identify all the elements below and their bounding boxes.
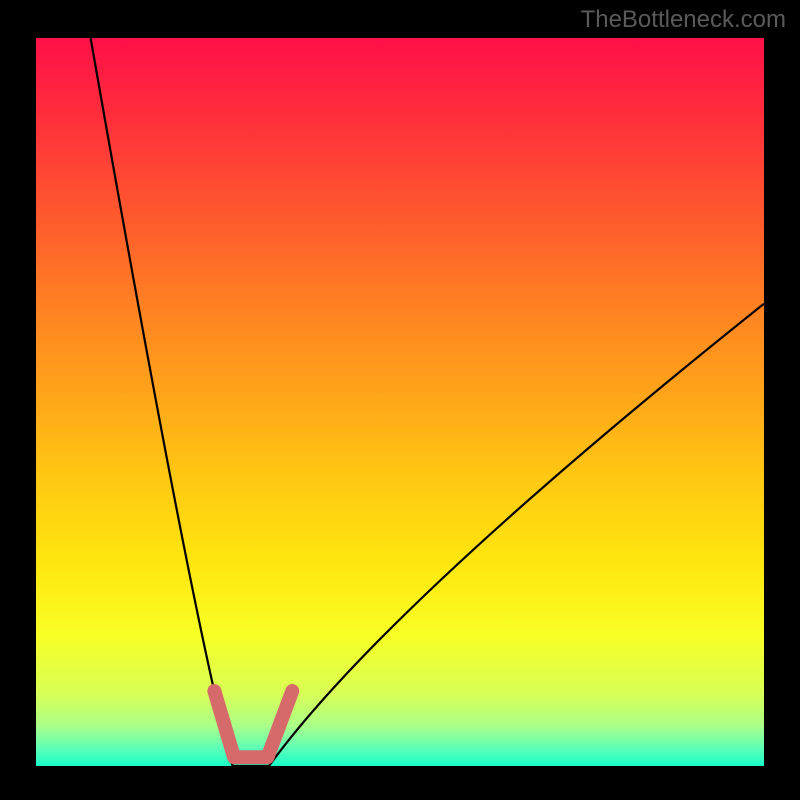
watermark-text: TheBottleneck.com <box>581 6 786 34</box>
plot-background <box>36 38 764 766</box>
chart-frame: TheBottleneck.com <box>0 0 800 800</box>
bottleneck-chart <box>36 38 764 766</box>
